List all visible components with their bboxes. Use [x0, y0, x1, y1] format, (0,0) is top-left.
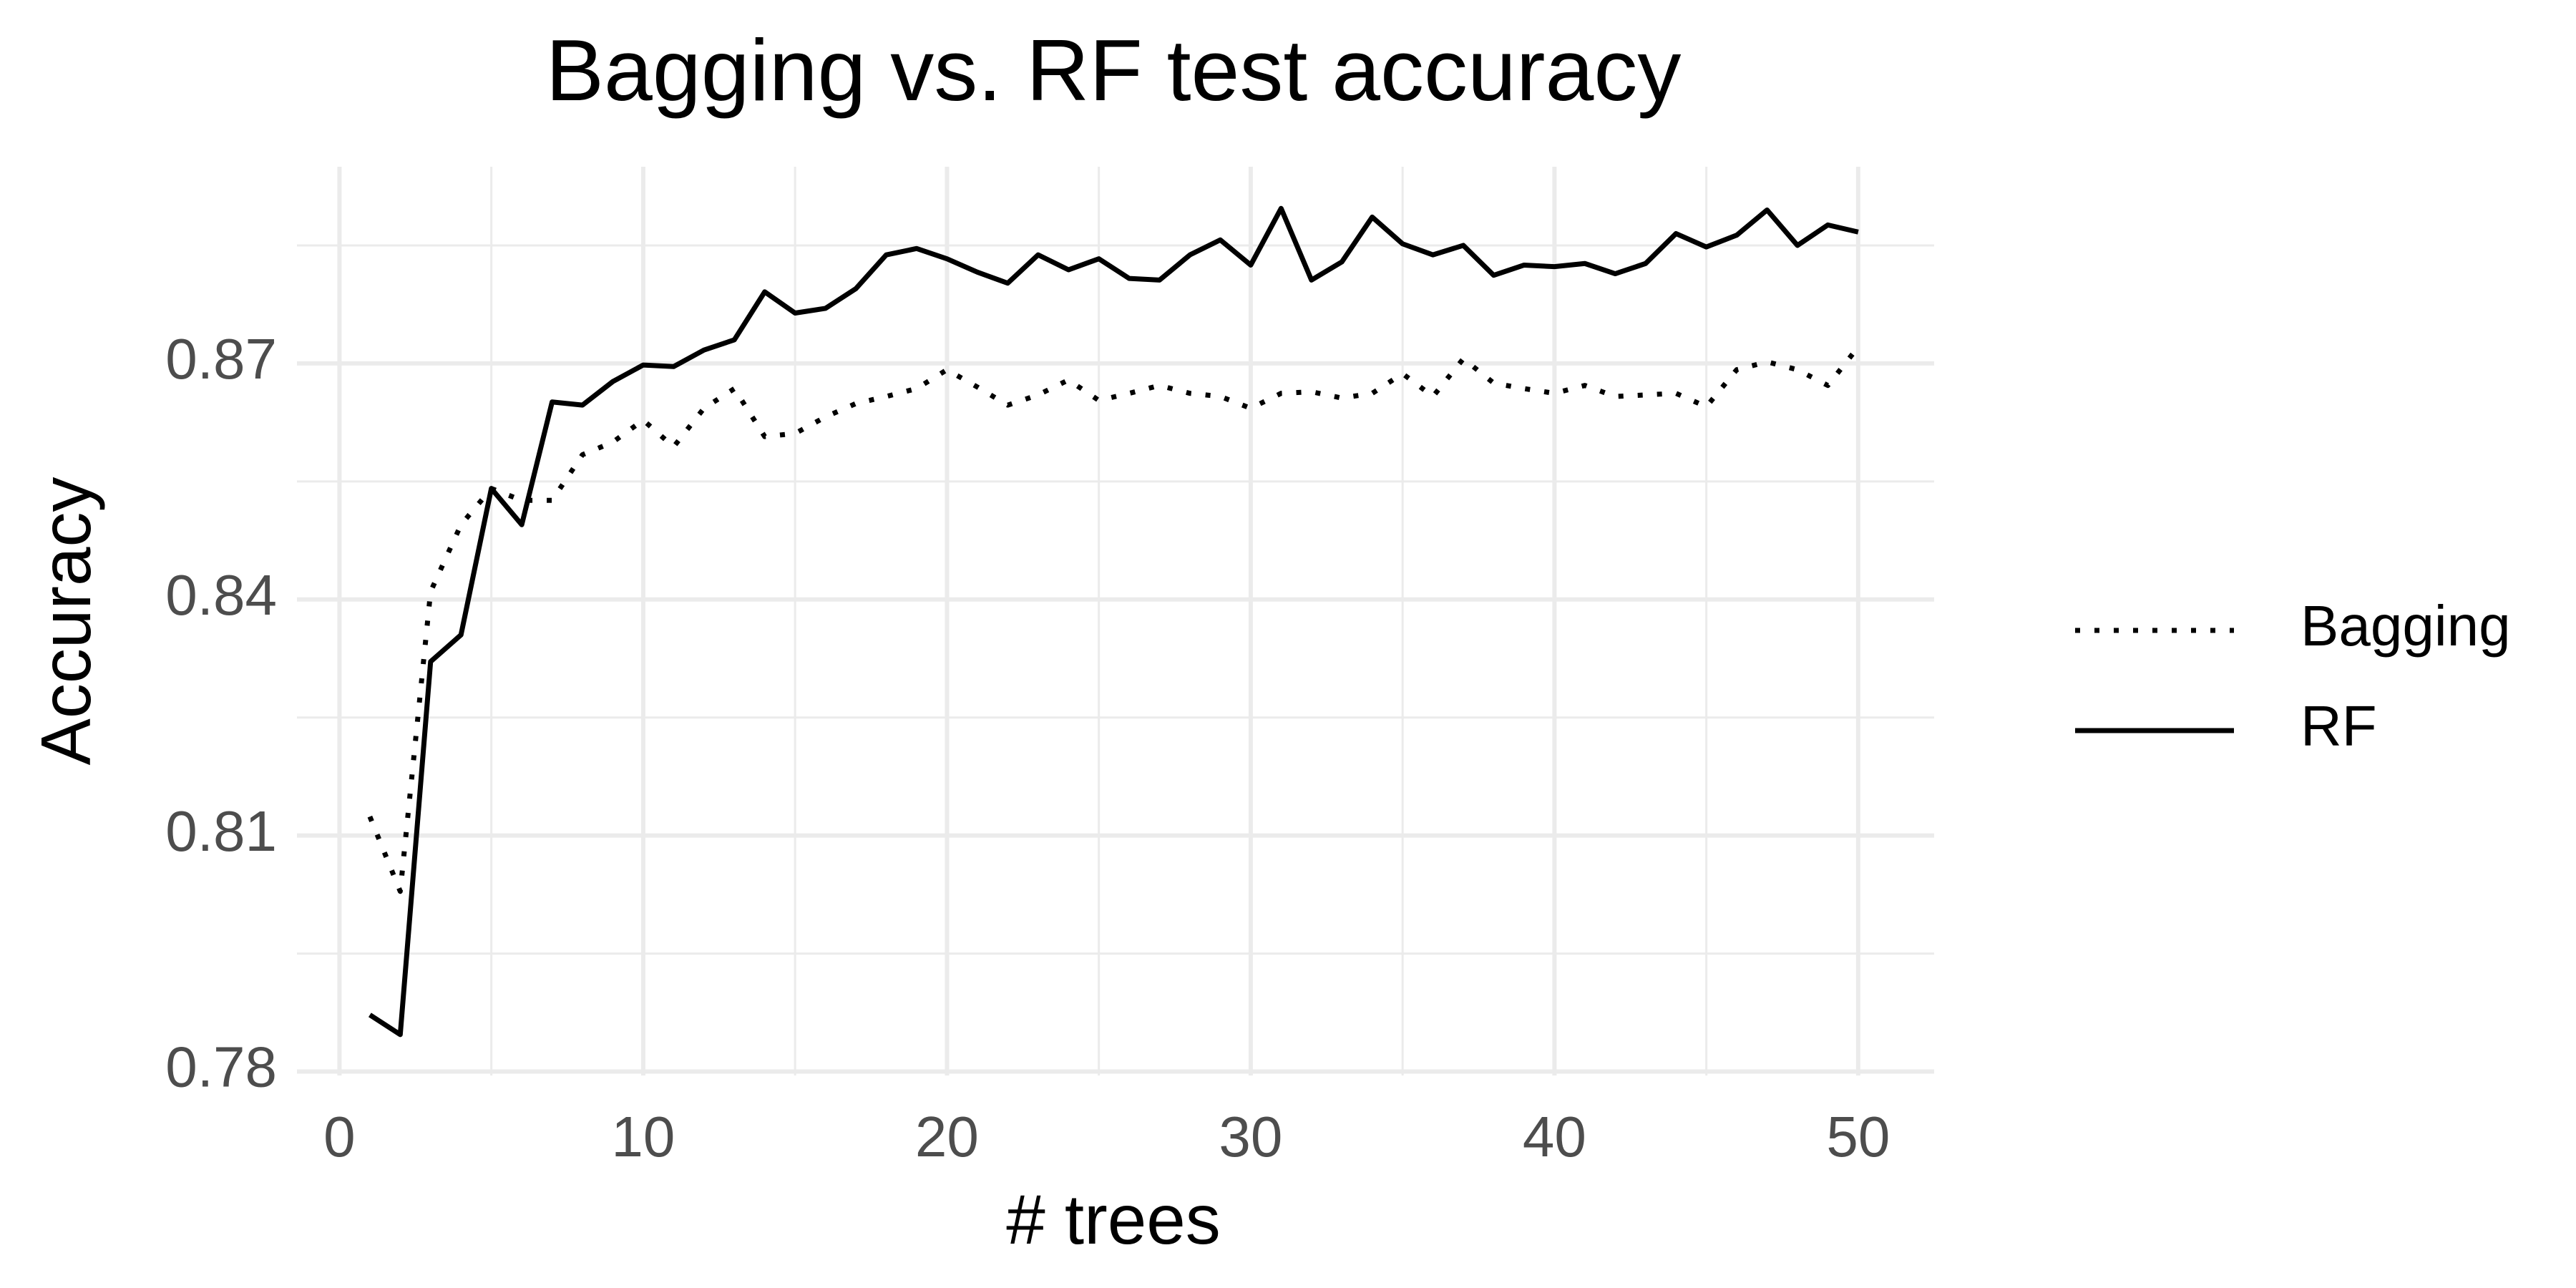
plot-area — [367, 205, 1860, 1038]
y-tick-label: 0.81 — [165, 799, 277, 863]
y-tick-label: 0.78 — [165, 1035, 277, 1099]
x-axis-title: # trees — [1006, 1180, 1221, 1259]
x-tick-label: 30 — [1219, 1105, 1282, 1169]
legend-label: Bagging — [2301, 594, 2511, 658]
grid: 0.78 0.81 0.84 0.87 0 10 20 30 40 50 — [165, 167, 1934, 1169]
y-axis-title: Accuracy — [26, 477, 105, 765]
legend-label: RF — [2301, 694, 2377, 758]
x-tick-label: 0 — [323, 1105, 356, 1169]
y-tick-label: 0.84 — [165, 563, 277, 627]
legend: Bagging RF — [2075, 594, 2511, 758]
x-tick-label: 50 — [1826, 1105, 1890, 1169]
line-series — [367, 345, 1860, 894]
line-series — [368, 205, 1859, 1038]
x-tick-label: 40 — [1523, 1105, 1586, 1169]
y-tick-label: 0.87 — [165, 327, 277, 391]
x-tick-label: 20 — [915, 1105, 979, 1169]
chart-title: Bagging vs. RF test accuracy — [546, 21, 1682, 119]
x-tick-label: 10 — [611, 1105, 675, 1169]
